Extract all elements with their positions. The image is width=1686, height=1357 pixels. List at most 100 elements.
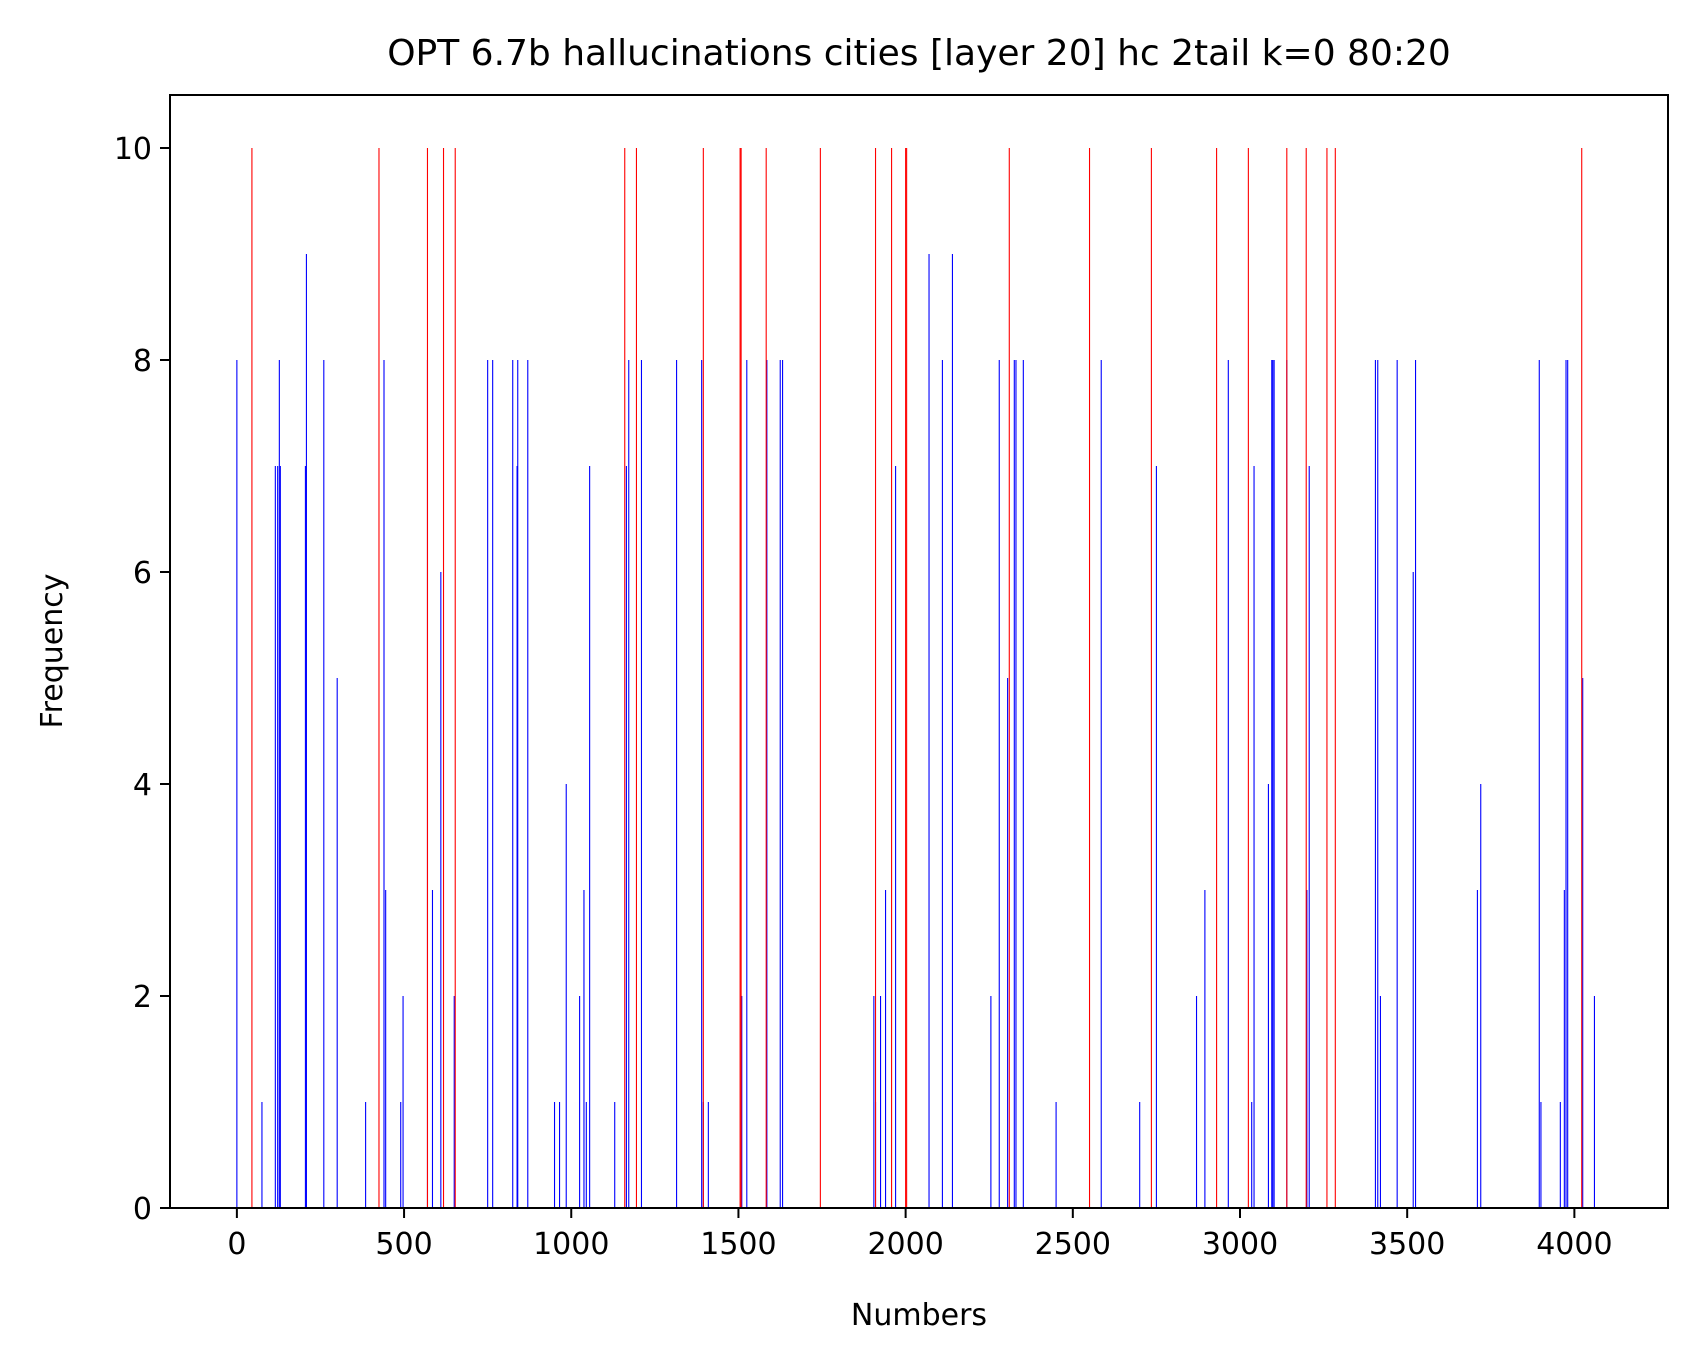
bar-series-1-17 <box>1088 148 1091 1208</box>
bar-series-1-0 <box>251 148 253 1208</box>
bar-series-0-52 <box>951 254 953 1208</box>
bar-series-0-5 <box>279 466 281 1208</box>
bar-series-0-78 <box>1396 360 1398 1208</box>
bar-series-1-9 <box>740 148 742 1208</box>
y-tick-label: 2 <box>133 980 152 1015</box>
bar-series-0-22 <box>516 466 518 1208</box>
bar-series-0-25 <box>553 1102 556 1208</box>
bar-series-1-25 <box>1581 148 1583 1208</box>
bar-series-0-90 <box>1593 996 1595 1208</box>
bar-series-0-21 <box>512 360 514 1208</box>
bar-series-1-22 <box>1305 148 1307 1208</box>
bar-series-0-75 <box>1374 360 1376 1208</box>
bar-series-0-0 <box>236 360 238 1208</box>
y-tick-label: 4 <box>133 768 152 803</box>
plot-frame <box>169 94 1669 1209</box>
bar-series-0-44 <box>782 360 784 1208</box>
bar-series-0-16 <box>431 890 434 1208</box>
bar-series-0-81 <box>1476 890 1478 1208</box>
x-tick-label: 1000 <box>533 1227 609 1262</box>
bar-series-0-55 <box>1007 678 1009 1208</box>
x-tick-label: 1500 <box>700 1227 776 1262</box>
bar-series-1-10 <box>765 148 767 1208</box>
bar-series-0-82 <box>1480 784 1482 1208</box>
x-tick-label: 500 <box>375 1227 432 1262</box>
bar-series-0-89 <box>1582 678 1584 1208</box>
bar-series-0-60 <box>1100 360 1102 1208</box>
bar-series-0-28 <box>579 996 581 1208</box>
bar-series-0-45 <box>873 996 875 1208</box>
bar-series-0-54 <box>998 360 1000 1208</box>
x-tick-label: 4000 <box>1536 1227 1612 1262</box>
bar-series-0-11 <box>383 360 385 1208</box>
bar-series-0-24 <box>527 360 529 1208</box>
bar-series-1-18 <box>1150 148 1152 1208</box>
bar-series-0-2 <box>274 466 276 1208</box>
bar-series-0-62 <box>1155 466 1157 1208</box>
x-axis: 0 500 1000 1500 2000 2500 3000 3500 4000 <box>227 1208 1613 1262</box>
bar-series-0-87 <box>1565 360 1567 1208</box>
bar-series-1-3 <box>442 148 445 1208</box>
bar-series-1-19 <box>1216 148 1218 1208</box>
x-tick-label: 3500 <box>1369 1227 1445 1262</box>
bar-series-0-53 <box>990 996 992 1208</box>
bar-series-1-21 <box>1286 148 1288 1208</box>
bar-series-0-35 <box>640 360 643 1208</box>
bar-series-0-37 <box>701 360 703 1208</box>
bar-series-0-42 <box>766 360 768 1208</box>
y-tick-label: 6 <box>133 556 152 591</box>
bar-series-0-73 <box>1306 890 1308 1208</box>
bar-series-0-27 <box>565 784 567 1208</box>
bar-series-0-70 <box>1272 360 1274 1208</box>
bar-series-0-20 <box>492 360 494 1208</box>
bar-series-0-23 <box>517 360 519 1208</box>
y-axis: 0 2 4 6 8 10 <box>114 132 170 1227</box>
bar-series-1-23 <box>1326 148 1328 1208</box>
bar-series-0-40 <box>741 996 743 1208</box>
bar-series-0-50 <box>928 254 930 1208</box>
bar-series-0-9 <box>336 678 338 1208</box>
bar-series-0-49 <box>895 466 897 1208</box>
bar-series-1-13 <box>891 148 893 1208</box>
bar-series-0-67 <box>1253 466 1255 1208</box>
chart-title: OPT 6.7b hallucinations cities [layer 20… <box>387 33 1451 74</box>
bar-series-0-88 <box>1567 360 1569 1208</box>
bar-series-0-33 <box>625 466 627 1208</box>
y-tick-label: 10 <box>114 132 152 167</box>
bar-series-0-6 <box>304 466 306 1208</box>
x-tick-label: 2000 <box>867 1227 943 1262</box>
bar-series-1-2 <box>426 148 429 1208</box>
bar-series-0-26 <box>559 1102 561 1208</box>
plot-area <box>170 95 1668 1208</box>
bar-series-0-19 <box>487 360 489 1208</box>
bar-series-0-69 <box>1271 360 1273 1208</box>
bars-group <box>236 148 1595 1208</box>
bar-series-0-34 <box>628 360 630 1208</box>
bar-series-1-14 <box>905 148 907 1208</box>
bar-series-0-65 <box>1227 360 1229 1208</box>
bar-series-1-1 <box>378 148 380 1208</box>
bar-series-0-1 <box>261 1102 263 1208</box>
bar-series-1-8 <box>739 148 741 1208</box>
bar-series-1-5 <box>624 148 626 1208</box>
bar-series-0-43 <box>779 360 781 1208</box>
bar-series-0-17 <box>440 572 442 1208</box>
bar-series-0-80 <box>1415 360 1417 1208</box>
bar-series-0-13 <box>400 1102 402 1208</box>
bar-series-0-57 <box>1015 360 1017 1208</box>
bar-series-0-29 <box>583 890 585 1208</box>
bar-series-1-15 <box>906 148 908 1208</box>
bar-series-0-39 <box>707 1102 709 1208</box>
x-tick-label: 0 <box>227 1227 246 1262</box>
bar-series-0-86 <box>1563 890 1565 1208</box>
bar-series-0-85 <box>1559 1102 1561 1208</box>
bar-series-1-7 <box>702 148 704 1208</box>
bar-series-1-4 <box>454 148 456 1208</box>
y-axis-label: Frequency <box>35 574 70 729</box>
bar-series-0-84 <box>1540 1102 1542 1208</box>
bar-series-0-36 <box>676 360 678 1208</box>
x-tick-label: 2500 <box>1035 1227 1111 1262</box>
bar-series-0-8 <box>323 360 325 1208</box>
bar-series-0-66 <box>1251 1102 1253 1208</box>
